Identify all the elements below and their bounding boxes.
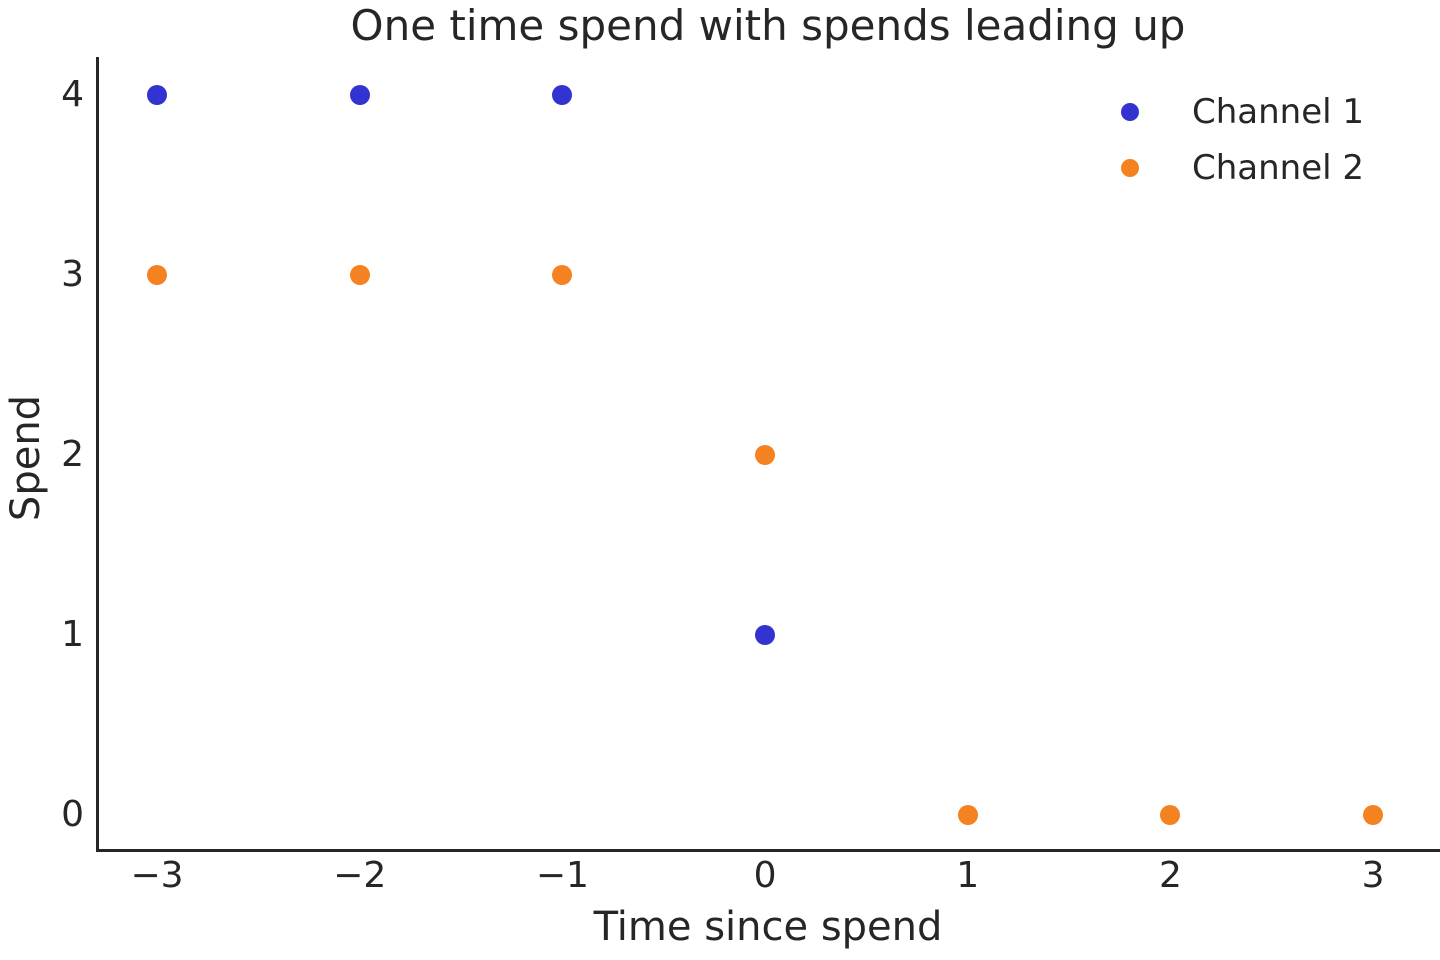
x-tick-label: 2 xyxy=(1158,855,1182,896)
y-tick-label: 1 xyxy=(61,613,84,655)
x-tick-label: −2 xyxy=(333,855,387,896)
y-tick-label: 2 xyxy=(61,433,84,475)
x-tick-label: 3 xyxy=(1361,855,1385,896)
legend-label: Channel 2 xyxy=(1192,148,1365,188)
legend-item: Channel 1 xyxy=(1121,84,1364,140)
data-point xyxy=(1160,804,1181,825)
data-point xyxy=(1363,804,1384,825)
data-point xyxy=(755,444,776,465)
y-tick-label: 0 xyxy=(61,793,84,835)
data-point xyxy=(147,84,167,105)
x-tick-label: 0 xyxy=(753,855,777,896)
x-axis-label: Time since spend xyxy=(593,904,943,950)
legend-marker-icon xyxy=(1121,159,1139,177)
y-tick-label: 3 xyxy=(61,253,84,295)
legend-label: Channel 1 xyxy=(1192,92,1365,132)
data-point xyxy=(349,84,370,105)
legend-item: Channel 2 xyxy=(1121,140,1364,196)
legend-marker-icon xyxy=(1121,103,1139,121)
data-point xyxy=(552,84,573,105)
y-tick-label: 4 xyxy=(61,73,84,115)
x-tick-label: −1 xyxy=(535,855,589,896)
data-point xyxy=(755,624,776,645)
x-tick-label: −3 xyxy=(130,855,184,896)
data-point xyxy=(147,264,167,285)
data-point xyxy=(552,264,573,285)
data-point xyxy=(349,264,370,285)
plot-area xyxy=(96,57,1440,852)
data-point xyxy=(957,804,978,825)
x-tick-label: 1 xyxy=(956,855,980,896)
chart-title: One time spend with spends leading up xyxy=(350,1,1186,50)
